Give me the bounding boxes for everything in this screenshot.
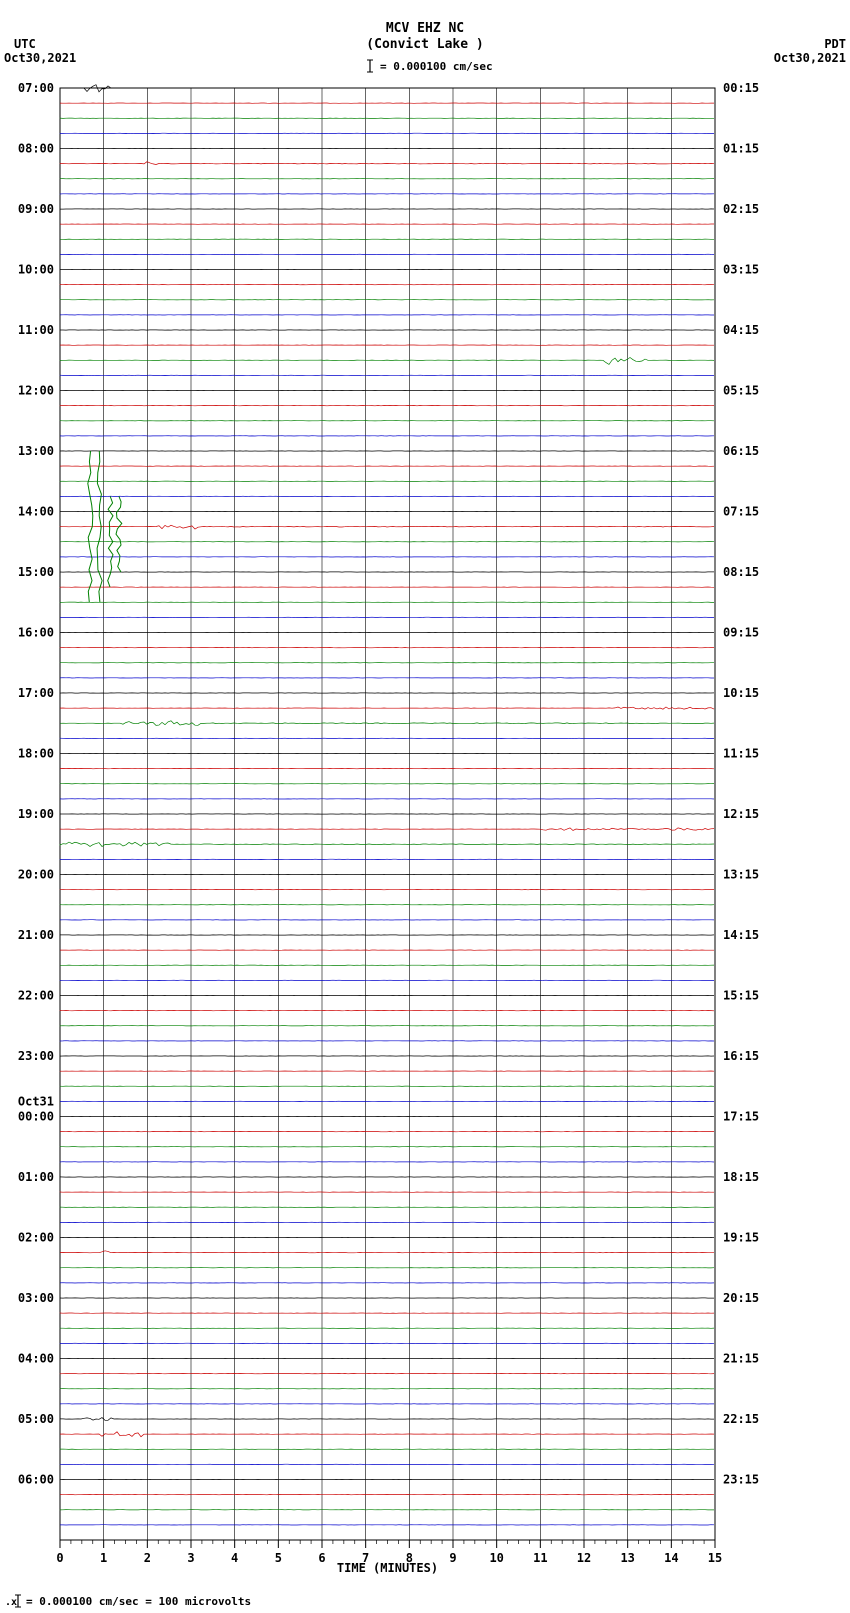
scale-text: = 0.000100 cm/sec xyxy=(380,60,493,73)
x-tick-label: 1 xyxy=(100,1551,107,1565)
right-time-label: 01:15 xyxy=(723,142,759,156)
right-time-label: 00:15 xyxy=(723,81,759,95)
right-time-label: 02:15 xyxy=(723,202,759,216)
left-time-label: 13:00 xyxy=(18,444,54,458)
left-time-label: 20:00 xyxy=(18,868,54,882)
left-time-label: 10:00 xyxy=(18,263,54,277)
left-time-label: 02:00 xyxy=(18,1231,54,1245)
right-time-label: 04:15 xyxy=(723,323,759,337)
x-tick-label: 3 xyxy=(187,1551,194,1565)
right-tz: PDT xyxy=(824,37,846,51)
right-time-label: 20:15 xyxy=(723,1291,759,1305)
station-title: MCV EHZ NC xyxy=(386,21,464,36)
right-time-label: 05:15 xyxy=(723,384,759,398)
x-tick-label: 11 xyxy=(533,1551,547,1565)
left-time-label: 07:00 xyxy=(18,81,54,95)
left-date: Oct30,2021 xyxy=(4,51,76,65)
left-time-label: 09:00 xyxy=(18,202,54,216)
left-time-label: 04:00 xyxy=(18,1352,54,1366)
x-tick-label: 12 xyxy=(577,1551,591,1565)
left-time-label: 23:00 xyxy=(18,1049,54,1063)
left-time-label: 19:00 xyxy=(18,807,54,821)
left-time-label: 03:00 xyxy=(18,1291,54,1305)
left-time-label: 18:00 xyxy=(18,747,54,761)
footer-scale: = 0.000100 cm/sec = 100 microvolts xyxy=(26,1595,251,1608)
x-tick-label: 6 xyxy=(318,1551,325,1565)
xaxis-label: TIME (MINUTES) xyxy=(337,1561,438,1575)
right-time-label: 09:15 xyxy=(723,626,759,640)
right-time-label: 19:15 xyxy=(723,1231,759,1245)
right-time-label: 10:15 xyxy=(723,686,759,700)
x-tick-label: 14 xyxy=(664,1551,678,1565)
left-time-label: 00:00 xyxy=(18,1110,54,1124)
right-time-label: 17:15 xyxy=(723,1110,759,1124)
left-time-label: 06:00 xyxy=(18,1473,54,1487)
seismogram-container: MCV EHZ NC(Convict Lake ) = 0.000100 cm/s… xyxy=(0,0,850,1613)
x-tick-label: 10 xyxy=(489,1551,503,1565)
right-time-label: 03:15 xyxy=(723,263,759,277)
x-tick-label: 13 xyxy=(620,1551,634,1565)
right-time-label: 21:15 xyxy=(723,1352,759,1366)
left-time-label: 15:00 xyxy=(18,565,54,579)
left-time-label: 05:00 xyxy=(18,1412,54,1426)
left-time-label: 22:00 xyxy=(18,989,54,1003)
location-title: (Convict Lake ) xyxy=(366,37,483,52)
right-time-label: 11:15 xyxy=(723,747,759,761)
x-tick-label: 0 xyxy=(56,1551,63,1565)
x-tick-label: 5 xyxy=(275,1551,282,1565)
seismogram-plot: MCV EHZ NC(Convict Lake ) = 0.000100 cm/s… xyxy=(0,0,850,1613)
right-time-label: 13:15 xyxy=(723,868,759,882)
right-time-label: 06:15 xyxy=(723,444,759,458)
right-time-label: 23:15 xyxy=(723,1473,759,1487)
x-tick-label: 4 xyxy=(231,1551,238,1565)
left-time-label: 11:00 xyxy=(18,323,54,337)
right-time-label: 07:15 xyxy=(723,505,759,519)
left-time-label: Oct31 xyxy=(18,1094,54,1108)
x-tick-label: 15 xyxy=(708,1551,722,1565)
footer-prefix: .x xyxy=(5,1597,17,1608)
x-tick-label: 2 xyxy=(144,1551,151,1565)
right-time-label: 16:15 xyxy=(723,1049,759,1063)
left-tz: UTC xyxy=(14,37,36,51)
left-time-label: 12:00 xyxy=(18,384,54,398)
right-time-label: 15:15 xyxy=(723,989,759,1003)
right-time-label: 22:15 xyxy=(723,1412,759,1426)
right-date: Oct30,2021 xyxy=(774,51,846,65)
x-tick-label: 9 xyxy=(449,1551,456,1565)
left-time-label: 16:00 xyxy=(18,626,54,640)
left-time-label: 21:00 xyxy=(18,928,54,942)
left-time-label: 08:00 xyxy=(18,142,54,156)
right-time-label: 14:15 xyxy=(723,928,759,942)
right-time-label: 12:15 xyxy=(723,807,759,821)
left-time-label: 17:00 xyxy=(18,686,54,700)
right-time-label: 18:15 xyxy=(723,1170,759,1184)
left-time-label: 14:00 xyxy=(18,505,54,519)
left-time-label: 01:00 xyxy=(18,1170,54,1184)
right-time-label: 08:15 xyxy=(723,565,759,579)
